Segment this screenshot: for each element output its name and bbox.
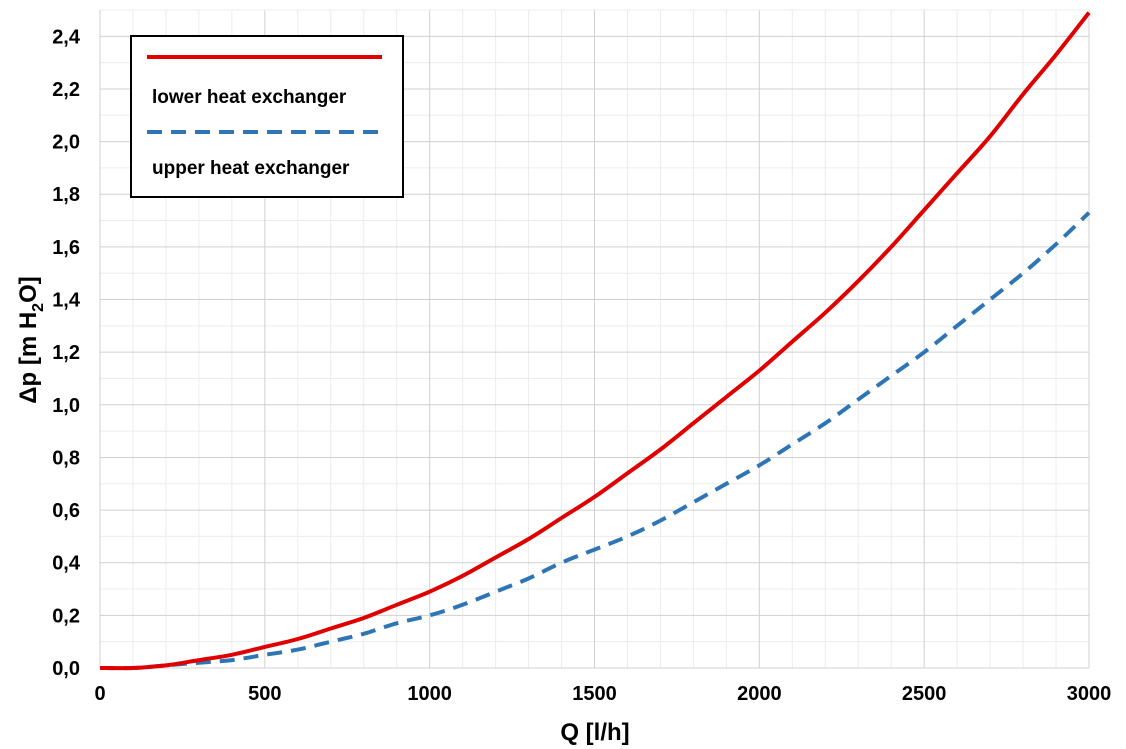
y-tick-label: 0,0	[52, 658, 80, 680]
y-tick-label: 2,2	[52, 79, 80, 101]
y-axis-title-main: Δp [m H	[15, 312, 42, 404]
y-tick-label: 2,4	[52, 26, 81, 48]
legend-label-upper: upper heat exchanger	[152, 158, 350, 179]
x-tick-label: 0	[94, 683, 105, 705]
x-tick-label: 1000	[407, 683, 452, 705]
legend-label-lower: lower heat exchanger	[152, 87, 347, 108]
x-tick-labels: 0 500 1000 1500 2000 2500 3000	[94, 683, 1111, 705]
x-tick-label: 1500	[572, 683, 617, 705]
x-tick-label: 2000	[737, 683, 782, 705]
y-tick-label: 0,6	[52, 500, 80, 522]
y-tick-label: 2,0	[52, 132, 80, 154]
x-tick-label: 3000	[1067, 683, 1112, 705]
y-tick-labels: 0,0 0,2 0,4 0,6 0,8 1,0 1,2 1,4 1,6 1,8 2,0 2,2 2,4	[52, 26, 81, 680]
y-tick-label: 1,6	[52, 237, 80, 259]
y-axis-title-subscript: 2	[30, 303, 47, 312]
y-axis-title-tail: O]	[15, 276, 42, 303]
y-tick-label: 0,8	[52, 447, 80, 469]
y-tick-label: 0,4	[52, 553, 81, 575]
x-tick-label: 500	[248, 683, 281, 705]
y-tick-label: 1,2	[52, 342, 80, 364]
y-tick-label: 1,4	[52, 290, 81, 312]
y-tick-label: 1,0	[52, 395, 80, 417]
x-tick-label: 2500	[902, 683, 947, 705]
legend: lower heat exchanger upper heat exchange…	[131, 36, 403, 197]
y-axis-title: Δp [m H2O]	[15, 276, 47, 404]
x-axis-title: Q [l/h]	[560, 719, 629, 746]
y-tick-label: 0,2	[52, 605, 80, 627]
y-tick-label: 1,8	[52, 184, 80, 206]
